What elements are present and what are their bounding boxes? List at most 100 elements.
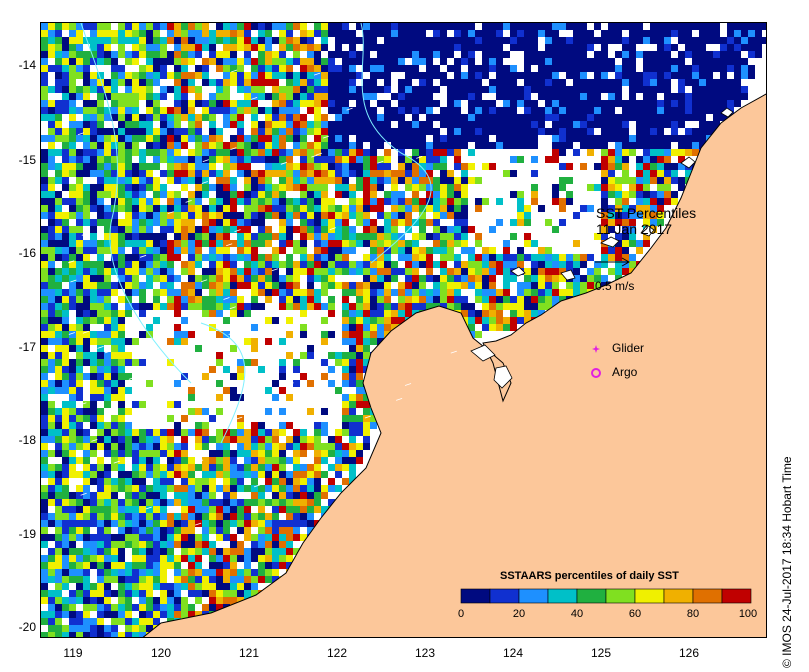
map-title: SST Percentiles <box>596 205 697 221</box>
current-vector <box>139 254 147 258</box>
glider-label: Glider <box>612 341 645 355</box>
current-vector <box>322 135 330 139</box>
colorbar-tick-label: 40 <box>570 608 584 620</box>
colorbar-swatch <box>721 588 752 604</box>
colorbar-swatch <box>605 588 636 604</box>
land-mass <box>142 93 766 637</box>
current-vector <box>230 147 237 151</box>
current-vector <box>271 268 278 272</box>
lat-tick-label: -14 <box>18 58 36 72</box>
current-vector <box>205 333 212 337</box>
coastline-islands <box>470 107 734 389</box>
colorbar-tick-label: 60 <box>628 608 642 620</box>
current-vector <box>287 382 294 386</box>
lat-tick-label: -20 <box>18 620 36 634</box>
lon-tick-label: 120 <box>150 646 172 660</box>
lon-tick-label: 123 <box>414 646 436 660</box>
current-vector <box>223 297 230 300</box>
current-vector <box>450 350 457 354</box>
lon-tick-label: 121 <box>238 646 260 660</box>
current-vector <box>140 340 148 344</box>
map-panel <box>40 22 767 638</box>
colorbar-swatch <box>663 588 694 604</box>
current-vector <box>280 161 287 165</box>
current-vectors <box>68 69 457 526</box>
colorbar-tick-label: 0 <box>457 608 465 620</box>
current-vector <box>185 199 192 203</box>
current-vector <box>104 350 112 354</box>
current-vector <box>226 243 233 247</box>
current-vector <box>236 416 243 420</box>
colorbar-swatch <box>634 588 665 604</box>
colorbar-swatch <box>576 588 607 604</box>
current-vector <box>91 439 98 442</box>
current-vector <box>128 376 136 380</box>
sst-pixel-layer <box>41 23 766 637</box>
current-vector <box>167 211 174 214</box>
lon-tick-label: 119 <box>63 646 83 660</box>
colorbar-swatch <box>489 588 520 604</box>
current-vector <box>201 181 208 184</box>
current-vector <box>416 156 423 159</box>
glider-marker-icon <box>592 345 600 353</box>
colorbar-swatches <box>460 588 752 604</box>
depth-contour <box>80 23 192 384</box>
current-vector <box>112 120 119 124</box>
colorbar-title: SSTAARS percentiles of daily SST <box>500 570 679 582</box>
lat-tick-label: -17 <box>18 340 36 354</box>
current-vector <box>234 229 241 232</box>
colorbar-swatch <box>518 588 549 604</box>
current-vector <box>80 492 87 496</box>
scale-arrow-label: 0.5 m/s <box>595 279 635 293</box>
current-vector <box>404 383 412 386</box>
lon-tick-label: 125 <box>590 646 612 660</box>
current-vector <box>313 72 321 76</box>
current-vector <box>196 459 204 463</box>
current-vector <box>364 415 372 419</box>
bathymetry-contours <box>80 23 432 444</box>
current-vector <box>229 306 236 310</box>
lat-tick-label: -15 <box>18 153 36 167</box>
current-vector <box>80 402 87 406</box>
current-vector <box>81 233 88 236</box>
current-vector <box>113 460 120 464</box>
current-vector <box>194 522 202 526</box>
colorbar-swatch <box>692 588 723 604</box>
current-vector <box>395 397 403 401</box>
lat-tick-label: -18 <box>18 433 36 447</box>
colorbar-tick-label: 20 <box>512 608 526 620</box>
current-vector <box>277 333 285 337</box>
current-vector <box>311 154 318 158</box>
lon-tick-label: 126 <box>678 646 700 660</box>
current-vector <box>228 332 235 335</box>
colorbar-swatch <box>547 588 578 604</box>
current-vector <box>253 484 261 488</box>
sst-map <box>41 23 766 637</box>
map-date: 11 Jan 2017 <box>596 221 673 237</box>
current-vector <box>68 260 75 264</box>
lon-tick-label: 124 <box>502 646 524 660</box>
lat-tick-label: -19 <box>18 527 36 541</box>
current-vector <box>145 506 152 510</box>
current-vector <box>201 279 208 283</box>
argo-marker-icon <box>591 368 601 378</box>
colorbar-swatch <box>460 588 491 604</box>
depth-contour <box>200 322 246 444</box>
scale-arrow-icon <box>595 257 631 267</box>
argo-label: Argo <box>612 365 638 379</box>
current-vector <box>377 160 384 164</box>
current-vector <box>250 97 258 100</box>
current-vector <box>346 107 353 111</box>
current-vector <box>97 346 104 349</box>
current-vector <box>202 159 209 162</box>
current-vector <box>329 227 336 231</box>
current-vector <box>148 422 155 425</box>
current-vector <box>70 279 77 283</box>
imos-credit: © IMOS 24-Jul-2017 18:34 Hobart Time <box>780 456 794 668</box>
current-vector <box>247 403 254 407</box>
depth-contour <box>360 23 432 264</box>
current-vector <box>68 332 75 335</box>
colorbar-tick-label: 100 <box>738 608 758 620</box>
colorbar-tick-label: 80 <box>686 608 700 620</box>
current-vector <box>82 330 89 334</box>
